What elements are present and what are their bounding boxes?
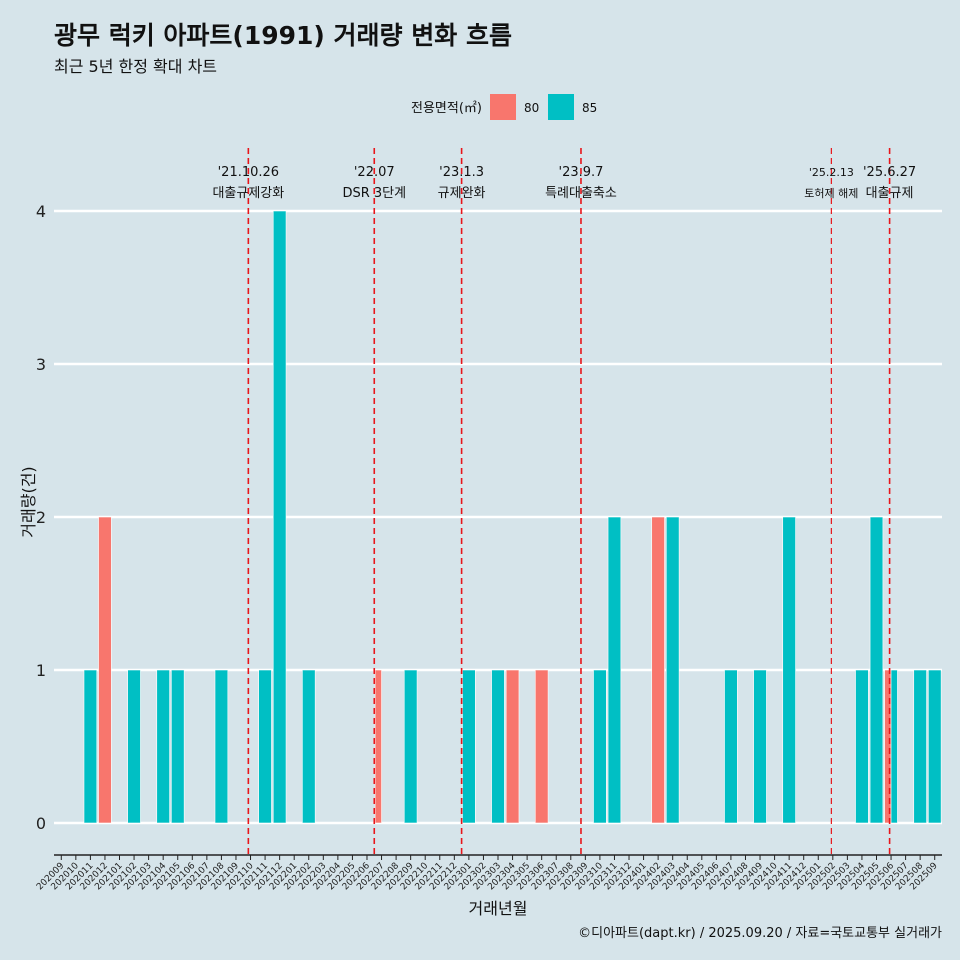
bar-85-202108 bbox=[214, 669, 229, 824]
event-label: 토허제 해제 bbox=[804, 186, 858, 200]
bar-85-202112 bbox=[272, 210, 287, 824]
legend-swatch-80 bbox=[490, 94, 516, 120]
y-tick-label: 2 bbox=[36, 508, 46, 527]
event-date: '23.9.7 bbox=[559, 165, 604, 180]
event-date: '23.1.3 bbox=[439, 165, 484, 180]
x-axis-title: 거래년월 bbox=[469, 899, 528, 918]
bar-85-202403 bbox=[665, 516, 680, 824]
bar-85-202506 bbox=[890, 669, 898, 824]
bar-85-202111 bbox=[258, 669, 272, 824]
bar-85-202411 bbox=[782, 516, 796, 824]
legend-label-80: 80 bbox=[524, 101, 539, 115]
bar-85-202104 bbox=[156, 669, 170, 824]
bar-85-202301 bbox=[462, 669, 476, 824]
event-date: '25.6.27 bbox=[863, 165, 916, 180]
legend-label-85: 85 bbox=[582, 101, 597, 115]
bar-85-202303 bbox=[491, 669, 505, 824]
source-caption: ©디아파트(dapt.kr) / 2025.09.20 / 자료=국토교통부 실… bbox=[578, 926, 942, 941]
event-date: '25.2.13 bbox=[809, 166, 854, 179]
bar-85-202310 bbox=[593, 669, 607, 824]
bar-85-202509 bbox=[928, 669, 942, 824]
bar-85-202102 bbox=[127, 669, 141, 824]
y-axis-title: 거래량(건) bbox=[19, 466, 38, 537]
bar-80-202402 bbox=[651, 516, 665, 824]
y-axis: 0 1 2 3 4 bbox=[36, 202, 46, 833]
x-axis: 2020092020102020112020122021012021022021… bbox=[35, 854, 942, 892]
legend-title: 전용면적(㎡) bbox=[411, 101, 482, 116]
y-tick-label: 4 bbox=[36, 202, 46, 221]
bar-85-202504 bbox=[855, 669, 869, 824]
chart-subtitle: 최근 5년 한정 확대 차트 bbox=[54, 57, 218, 76]
legend-swatch-85 bbox=[548, 94, 574, 120]
bar-85-202508 bbox=[913, 669, 927, 824]
bar-85-202505 bbox=[869, 516, 884, 824]
bar-85-202409 bbox=[753, 669, 767, 824]
chart-title: 광무 럭키 아파트(1991) 거래량 변화 흐름 bbox=[54, 21, 512, 50]
bar-80-202304 bbox=[505, 669, 520, 824]
bar-80-202012 bbox=[98, 516, 112, 824]
legend: 전용면적(㎡) 80 85 bbox=[411, 94, 597, 120]
event-date: '21.10.26 bbox=[218, 165, 279, 180]
event-label: 대출규제강화 bbox=[212, 186, 284, 201]
bar-80-202306 bbox=[534, 669, 549, 824]
y-tick-label: 3 bbox=[36, 355, 46, 374]
bar-80-202207 bbox=[374, 669, 382, 824]
y-tick-label: 0 bbox=[36, 814, 46, 833]
event-date: '22.07 bbox=[354, 165, 395, 180]
event-label: 규제완화 bbox=[438, 186, 486, 201]
y-tick-label: 1 bbox=[36, 661, 46, 680]
event-label: 대출규제 bbox=[866, 186, 914, 201]
bar-85-202209 bbox=[403, 669, 418, 824]
event-label: 특례대출축소 bbox=[545, 186, 617, 201]
bars bbox=[83, 210, 942, 824]
bar-85-202105 bbox=[171, 669, 185, 824]
event-label: DSR 3단계 bbox=[342, 186, 406, 201]
bar-85-202011 bbox=[83, 669, 98, 824]
bar-85-202202 bbox=[302, 669, 316, 824]
event-markers: '21.10.26 대출규제강화 '22.07 DSR 3단계 '23.1.3 규제완화 '… bbox=[212, 148, 916, 855]
bar-85-202311 bbox=[607, 516, 622, 824]
bar-85-202407 bbox=[724, 669, 738, 824]
